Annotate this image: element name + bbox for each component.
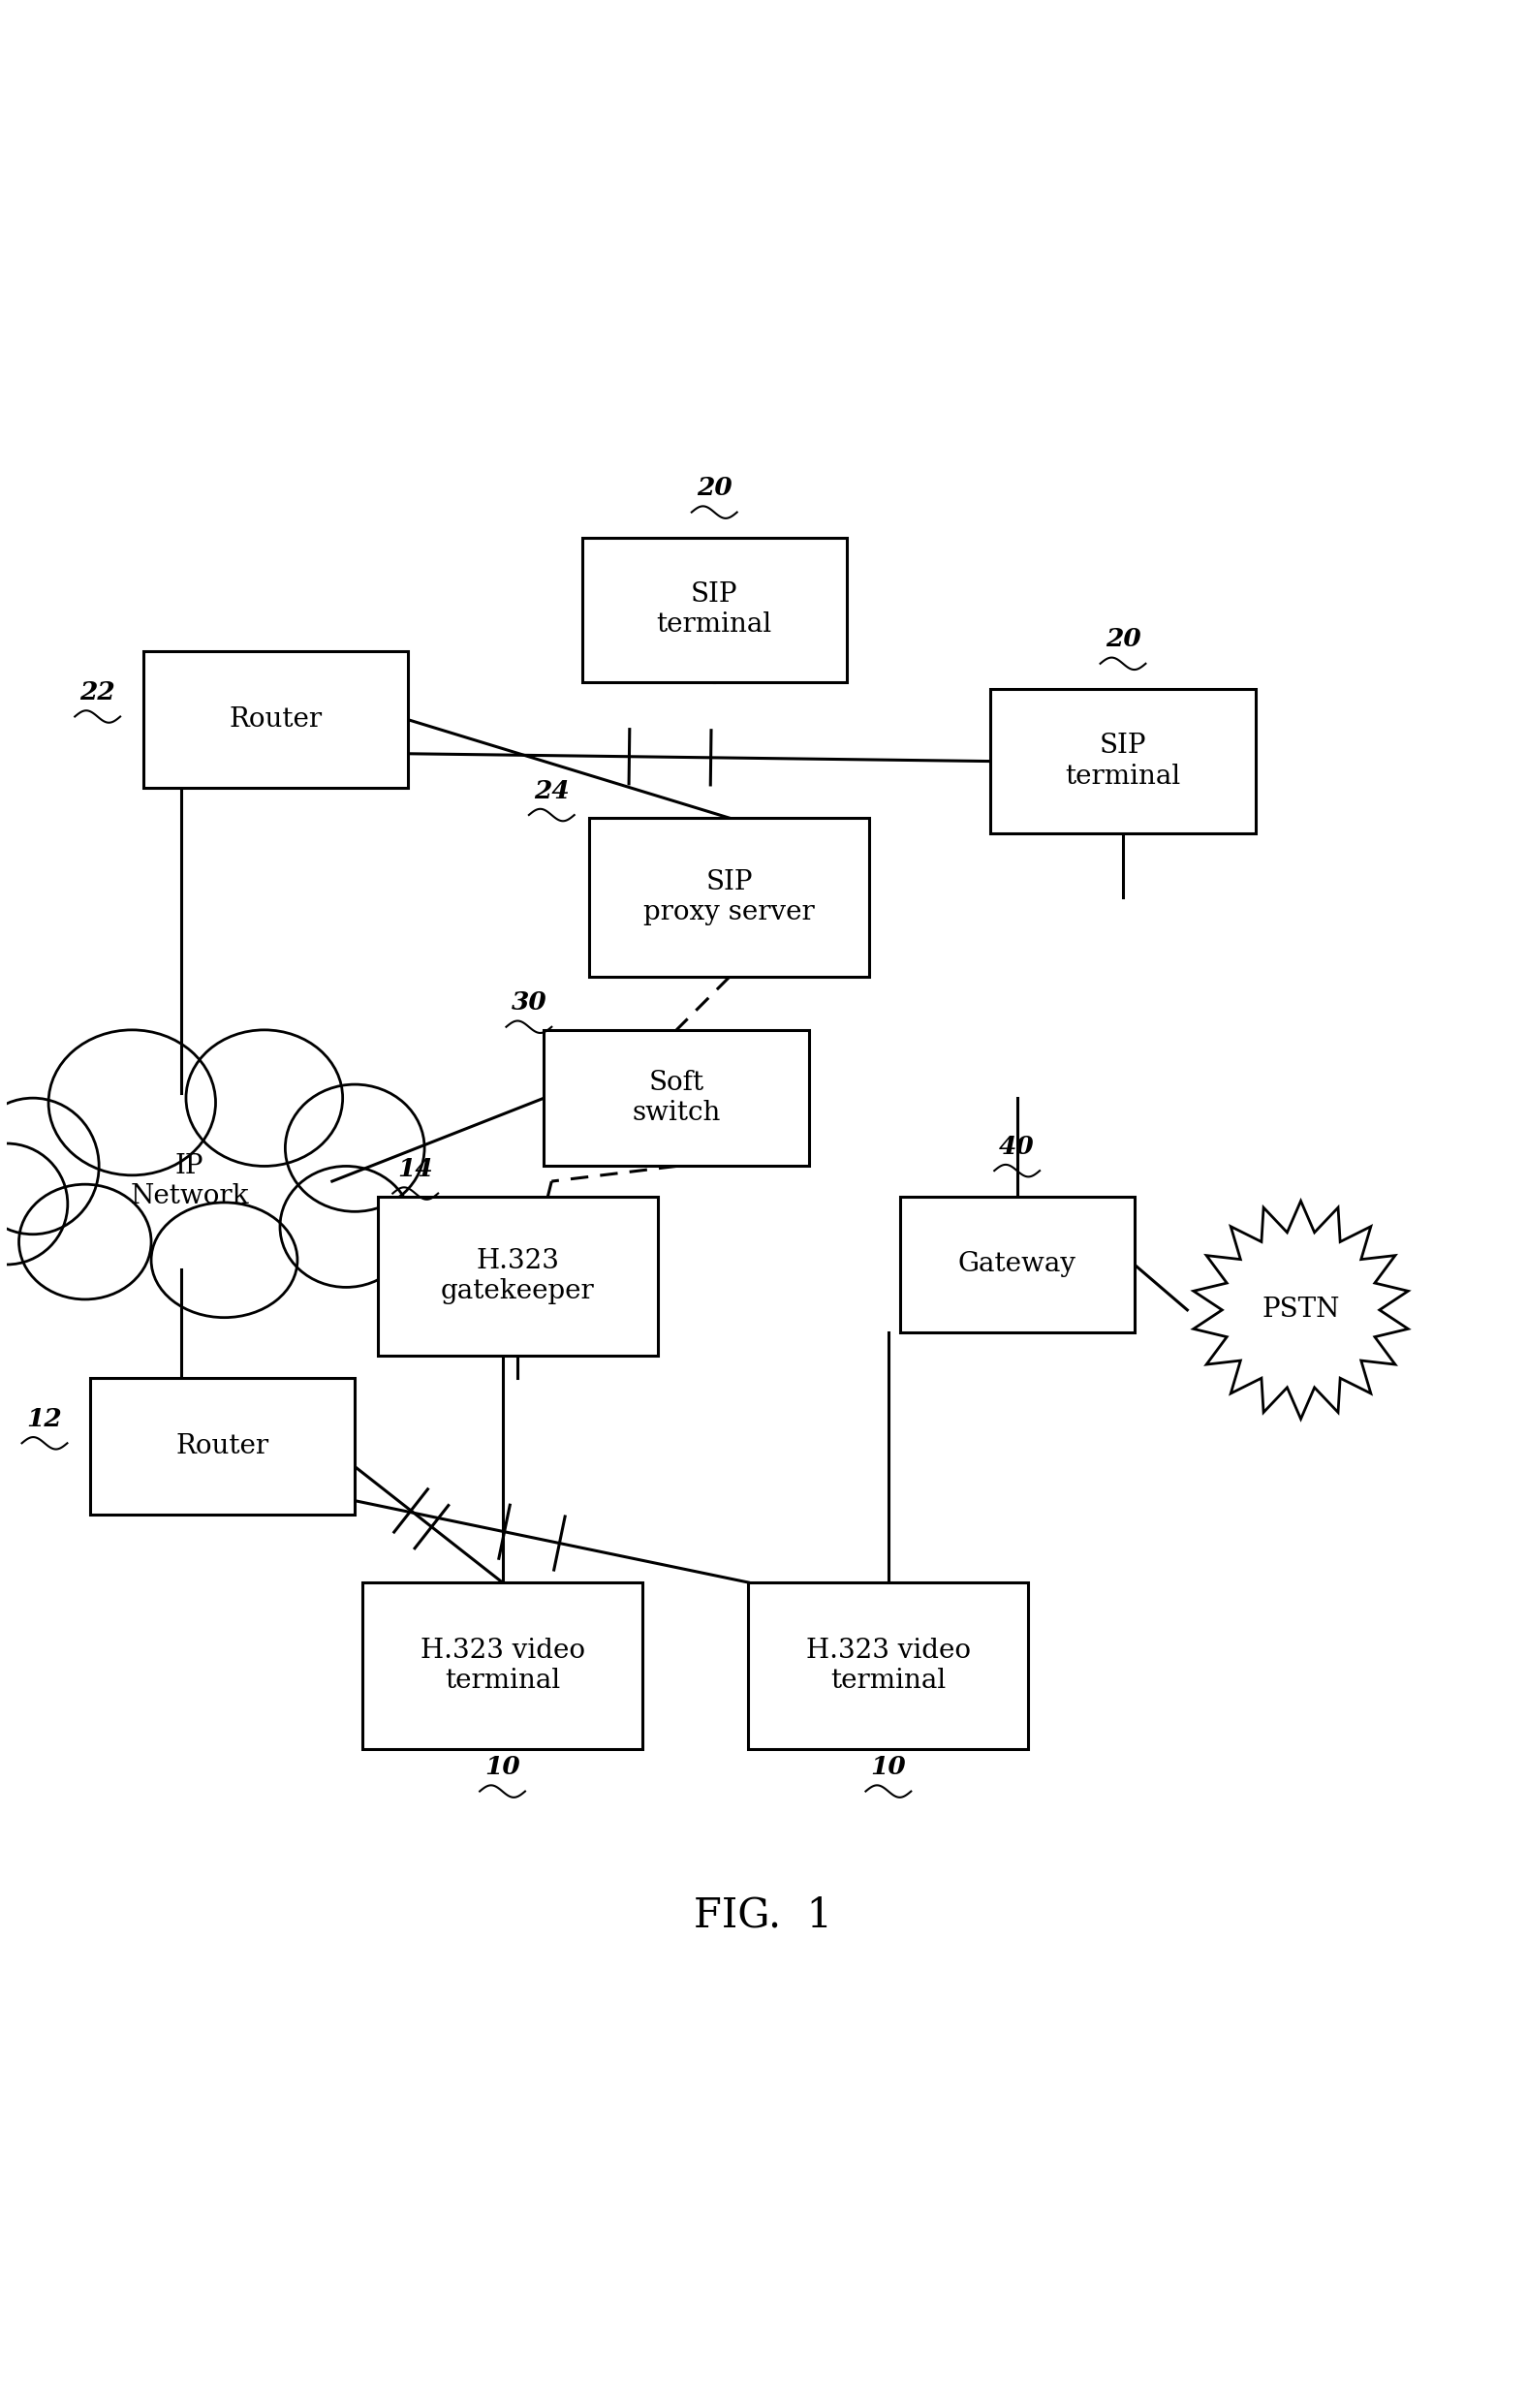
Ellipse shape <box>151 1202 298 1317</box>
Ellipse shape <box>286 1084 425 1211</box>
Text: 14: 14 <box>397 1158 434 1182</box>
FancyBboxPatch shape <box>899 1197 1135 1332</box>
Text: SIP
terminal: SIP terminal <box>657 583 773 638</box>
FancyBboxPatch shape <box>362 1582 643 1748</box>
Text: Router: Router <box>176 1433 269 1459</box>
Text: 20: 20 <box>696 477 731 501</box>
Text: 10: 10 <box>484 1755 521 1780</box>
FancyBboxPatch shape <box>144 653 408 787</box>
FancyBboxPatch shape <box>748 1582 1028 1748</box>
Text: Gateway: Gateway <box>957 1252 1077 1279</box>
FancyBboxPatch shape <box>991 689 1255 833</box>
Text: 22: 22 <box>79 679 116 706</box>
Polygon shape <box>1194 1202 1408 1418</box>
Text: H.323 video
terminal: H.323 video terminal <box>806 1637 971 1693</box>
Text: H.323 video
terminal: H.323 video terminal <box>420 1637 585 1693</box>
Text: FIG.  1: FIG. 1 <box>695 1895 832 1936</box>
Ellipse shape <box>18 1185 151 1300</box>
Text: 12: 12 <box>27 1406 63 1430</box>
Text: 24: 24 <box>534 778 570 802</box>
Ellipse shape <box>0 1144 67 1264</box>
Ellipse shape <box>49 1031 215 1175</box>
Ellipse shape <box>279 1165 412 1288</box>
FancyBboxPatch shape <box>377 1197 658 1356</box>
FancyBboxPatch shape <box>582 537 847 681</box>
Text: SIP
proxy server: SIP proxy server <box>644 869 815 925</box>
Ellipse shape <box>186 1031 342 1165</box>
Text: 30: 30 <box>512 990 547 1014</box>
Text: SIP
terminal: SIP terminal <box>1066 732 1180 790</box>
Text: PSTN: PSTN <box>1261 1298 1339 1322</box>
Text: Router: Router <box>229 706 322 732</box>
Text: H.323
gatekeeper: H.323 gatekeeper <box>441 1247 594 1305</box>
Ellipse shape <box>0 1098 99 1235</box>
FancyBboxPatch shape <box>544 1031 809 1165</box>
Text: 40: 40 <box>999 1134 1035 1158</box>
Text: IP
Network: IP Network <box>130 1153 249 1209</box>
Text: Soft
switch: Soft switch <box>632 1069 721 1127</box>
FancyBboxPatch shape <box>90 1377 354 1515</box>
FancyBboxPatch shape <box>589 819 869 978</box>
Text: 20: 20 <box>1106 626 1141 653</box>
Text: 10: 10 <box>870 1755 906 1780</box>
